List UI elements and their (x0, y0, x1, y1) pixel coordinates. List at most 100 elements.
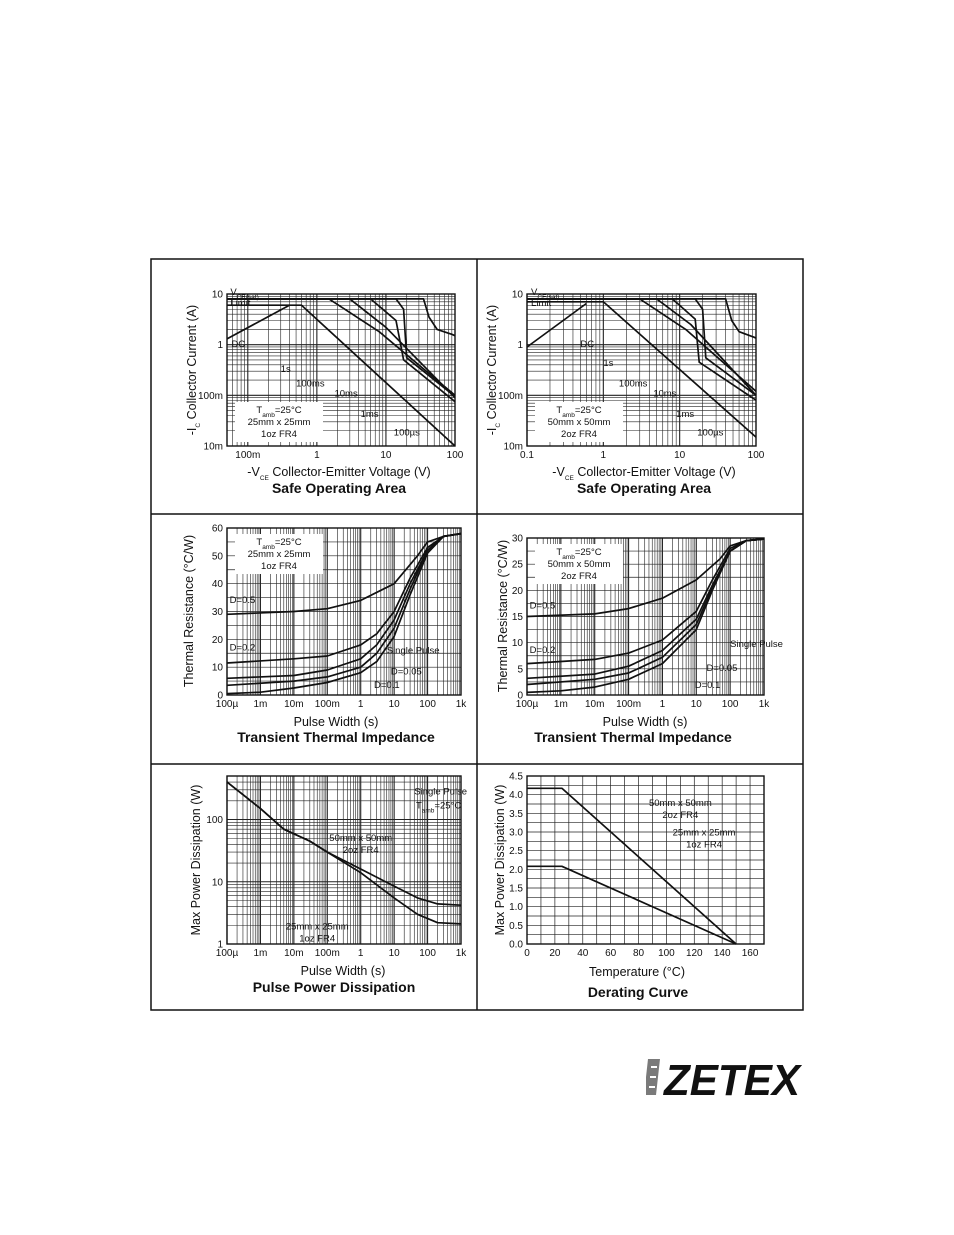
annotation-label: 100µs (394, 428, 420, 439)
chart-derating: 0 20 40 60 80 100 120 140 160 0.0 0.5 1.0 1.5 2.0 2.5 3… (493, 772, 765, 1000)
annotation-label: 100ms (619, 378, 648, 389)
annotation-label: D=0.05 (706, 663, 737, 674)
chart-ppd: 100µ 1m 10m 100m 1 10 100 1k 1 10 100 Single Pulse T… (189, 775, 468, 995)
x-tick-label: 10 (380, 450, 392, 461)
y-tick-label: 10m (504, 442, 523, 453)
series-line-3 (226, 532, 462, 687)
annotation-label: D=0.2 (230, 642, 256, 653)
x-tick-label: 100 (658, 948, 675, 959)
y-tick-label: 60 (212, 524, 224, 535)
grid-derating (526, 775, 765, 945)
annotation-label: 10ms (653, 388, 676, 399)
y-tick-label: 1 (217, 340, 223, 351)
brand-name: ZETEX (662, 1056, 802, 1099)
legend-box-bg (235, 534, 323, 574)
y-tick-label: 2.0 (509, 865, 523, 876)
y-tick-label: 2.5 (509, 846, 523, 857)
x-axis-label: Pulse Width (s) (301, 964, 386, 978)
annotation-label: Single Pulse (387, 645, 440, 656)
chart-tti_50: 100µ 1m 10m 100m 1 10 100 1k 0 5 10 15 20 25 30 D=0.5 D=… (496, 534, 783, 746)
x-axis-label: -VCE Collector-Emitter Voltage (V) (552, 465, 735, 482)
x-tick-label: 100 (419, 948, 436, 959)
chart-title: Transient Thermal Impedance (534, 729, 732, 745)
series-label: 2oz FR4 (662, 810, 698, 821)
x-tick-label: 80 (633, 948, 645, 959)
y-tick-label: 20 (212, 635, 224, 646)
x-tick-label: 0.1 (520, 450, 534, 461)
y-tick-label: 3.5 (509, 809, 523, 820)
x-tick-label: 1 (358, 699, 364, 710)
y-tick-label: 0.5 (509, 921, 523, 932)
legend-box-line: Tamb=25°C (256, 537, 301, 551)
series-label: 1oz FR4 (299, 934, 335, 945)
series-label: 25mm x 25mm (673, 828, 736, 839)
legend-box-line: 2oz FR4 (561, 429, 597, 440)
x-tick-label: 1k (456, 699, 468, 710)
series-line-4 (226, 532, 462, 695)
x-tick-label: 1k (456, 948, 468, 959)
y-tick-label: 4.0 (509, 790, 523, 801)
x-tick-label: 100 (748, 450, 765, 461)
series-line-0 (527, 787, 737, 945)
annotation-label: 1s (281, 364, 291, 375)
panel-frame (150, 258, 804, 1011)
y-axis-label: Max Power Dissipation (W) (189, 785, 203, 936)
series-line-0 (526, 302, 587, 348)
series-line-6 (227, 298, 456, 337)
x-tick-label: 100 (419, 699, 436, 710)
series-label: 2oz FR4 (343, 845, 379, 856)
series-label: 50mm x 50mm (649, 798, 712, 809)
series-line-1 (226, 781, 462, 925)
y-tick-label: 5 (517, 664, 523, 675)
x-tick-label: 1m (554, 699, 568, 710)
y-axis-label: -IC Collector Current (A) (485, 305, 502, 435)
x-tick-label: 100m (616, 699, 641, 710)
y-axis-label: Thermal Resistance (°C/W) (496, 540, 510, 692)
y-tick-label: 1 (517, 340, 523, 351)
x-tick-label: 100µ (216, 699, 239, 710)
series-label: 1oz FR4 (686, 840, 722, 851)
plot-border (526, 775, 765, 945)
x-tick-label: 0 (524, 948, 530, 959)
series-line-1 (527, 300, 757, 438)
series-line-0 (226, 304, 290, 340)
y-axis-label: -IC Collector Current (A) (185, 305, 202, 435)
y-tick-label: 20 (512, 586, 524, 597)
y-tick-label: 1.5 (509, 884, 523, 895)
annotation-label: D=0.1 (695, 680, 721, 691)
annotation-label: D=0.2 (530, 645, 556, 656)
y-tick-label: 15 (512, 612, 524, 623)
x-axis-label: Pulse Width (s) (294, 715, 379, 729)
x-tick-label: 1 (358, 948, 364, 959)
chart-title: Safe Operating Area (577, 480, 711, 496)
x-axis-label: -VCE Collector-Emitter Voltage (V) (247, 465, 430, 482)
annotation-label: D=0.5 (530, 601, 556, 612)
zetex-logo: ZETEX (646, 1056, 802, 1099)
x-tick-label: 10 (389, 699, 401, 710)
y-tick-label: 0 (517, 691, 523, 702)
legend-box-bg (235, 402, 323, 442)
x-tick-label: 100m (235, 450, 260, 461)
x-tick-label: 10 (691, 699, 703, 710)
series-label: 25mm x 25mm (286, 922, 349, 933)
series-line-4 (526, 538, 765, 694)
series-line-6 (527, 298, 757, 339)
x-tick-label: 1 (601, 450, 607, 461)
x-tick-label: 10m (284, 699, 303, 710)
y-axis-label: Thermal Resistance (°C/W) (182, 535, 196, 687)
y-tick-label: 50 (212, 551, 224, 562)
series-line-0 (226, 532, 462, 616)
x-tick-label: 1k (759, 699, 771, 710)
chart-soa_50: 0.1 1 10 100 10m 100m 1 10 VCE(sat)Limit DC 1s 100m… (485, 287, 765, 496)
x-axis-label: Pulse Width (s) (603, 715, 688, 729)
chart-title: Transient Thermal Impedance (237, 729, 435, 745)
legend-box-bg (535, 544, 623, 584)
legend-box-line: 2oz FR4 (561, 571, 597, 582)
series-line-5 (227, 298, 456, 398)
x-axis-label: Temperature (°C) (589, 965, 685, 979)
y-tick-label: 0 (217, 691, 223, 702)
plot-border (526, 293, 757, 447)
x-tick-label: 1m (253, 948, 267, 959)
zetex-emblem-icon (646, 1059, 660, 1095)
legend-box-line: 50mm x 50mm (548, 417, 611, 428)
